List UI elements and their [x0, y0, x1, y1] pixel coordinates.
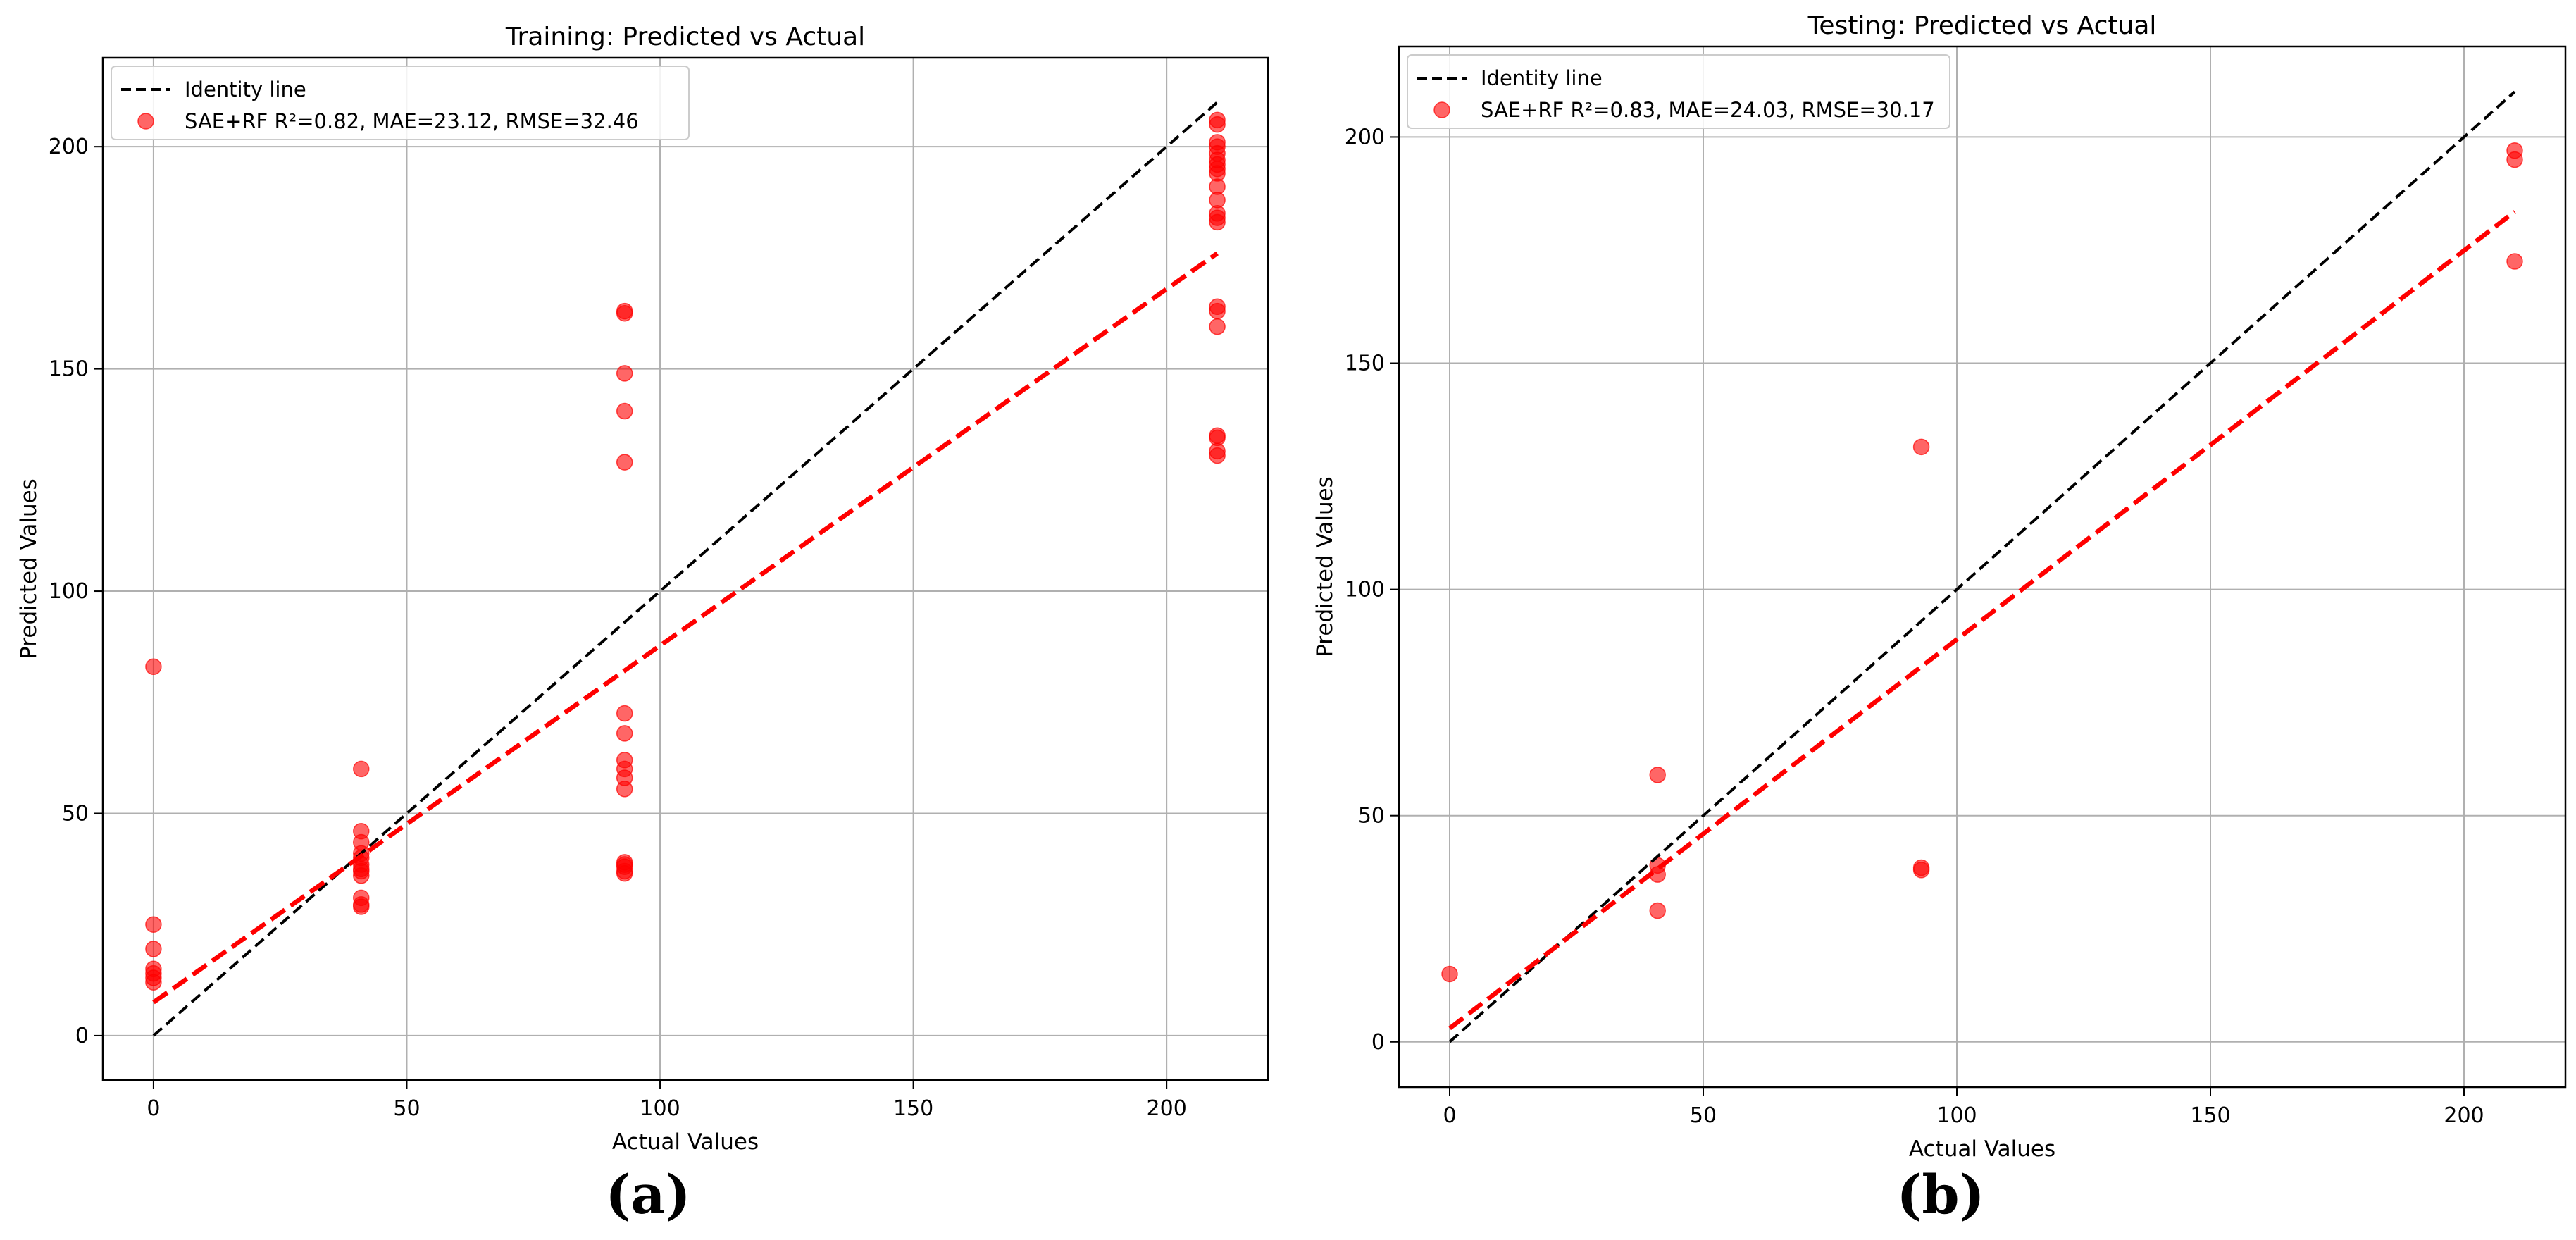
fit-line — [152, 251, 1219, 1005]
x-tick-label: 0 — [1443, 1103, 1456, 1128]
x-axis-label: Actual Values — [612, 1129, 759, 1155]
data-point — [616, 402, 633, 420]
data-point — [616, 305, 633, 322]
data-point — [353, 867, 370, 884]
data-point — [1912, 862, 1930, 879]
panel-label-b: (b) — [1896, 1163, 1984, 1226]
x-tick-label: 0 — [147, 1096, 160, 1121]
plot-frame — [1398, 45, 2567, 1089]
plot-frame — [101, 56, 1269, 1081]
data-point — [2506, 253, 2523, 270]
data-point — [616, 454, 633, 471]
plot-area — [145, 101, 1226, 1037]
data-point — [145, 916, 162, 933]
x-tick-label: 200 — [1147, 1096, 1187, 1121]
legend-series-swatch — [137, 113, 154, 130]
x-tick-label: 150 — [2190, 1103, 2230, 1128]
x-tick-label: 200 — [2444, 1103, 2484, 1128]
training-chart: 0 50 100 150 200 0 50 100 150 200 Training: Predic… — [16, 23, 1269, 1155]
data-point — [1209, 213, 1226, 231]
chart-title: Testing: Predicted vs Actual — [1807, 11, 2157, 40]
y-tick-label: 0 — [75, 1024, 89, 1048]
data-point — [353, 760, 370, 778]
y-tick-label: 150 — [49, 357, 89, 382]
x-tick-label: 50 — [393, 1096, 420, 1121]
y-tick-label: 150 — [1345, 352, 1385, 376]
data-point — [2506, 151, 2523, 168]
data-point — [353, 898, 370, 915]
testing-chart: 0 50 100 150 200 0 50 100 150 200 Testing: Predict… — [1312, 11, 2567, 1162]
legend-series-label: SAE+RF R²=0.83, MAE=24.03, RMSE=30.17 — [1481, 98, 1935, 122]
data-point — [1209, 318, 1226, 335]
y-tick-label: 0 — [1371, 1030, 1385, 1055]
data-point — [145, 658, 162, 676]
chart-title: Training: Predicted vs Actual — [505, 23, 865, 51]
y-tick-label: 100 — [1345, 578, 1385, 602]
legend: Identity line SAE+RF R²=0.83, MAE=24.03, … — [1407, 54, 1950, 129]
legend-identity-label: Identity line — [1481, 66, 1603, 90]
identity-line — [1448, 90, 2516, 1043]
data-point — [616, 705, 633, 722]
data-point — [616, 365, 633, 382]
data-point — [1649, 902, 1666, 919]
legend: Identity line SAE+RF R²=0.82, MAE=23.12, … — [111, 66, 690, 140]
legend-identity-label: Identity line — [185, 78, 306, 101]
data-point — [616, 725, 633, 742]
y-tick-label: 50 — [1358, 804, 1385, 829]
data-point — [616, 864, 633, 882]
legend-series-swatch — [1433, 101, 1450, 118]
identity-line — [152, 101, 1219, 1037]
y-tick-label: 200 — [1345, 125, 1385, 149]
data-point — [1209, 447, 1226, 464]
y-tick-label: 100 — [49, 579, 89, 604]
y-axis-label: Predicted Values — [1312, 476, 1338, 657]
y-tick-label: 50 — [62, 801, 89, 826]
x-tick-label: 100 — [1936, 1103, 1977, 1128]
panel-label-a: (a) — [605, 1163, 690, 1226]
x-tick-label: 100 — [640, 1096, 680, 1121]
data-point — [145, 941, 162, 957]
data-point — [616, 781, 633, 798]
y-tick-label: 200 — [49, 135, 89, 159]
x-axis-label: Actual Values — [1909, 1136, 2055, 1162]
data-point — [1209, 156, 1226, 173]
data-point — [1209, 116, 1226, 133]
data-point — [1441, 965, 1458, 983]
y-axis-label: Predicted Values — [16, 478, 42, 659]
x-tick-label: 150 — [893, 1096, 933, 1121]
data-point — [1209, 302, 1226, 320]
fit-line — [1448, 209, 2516, 1031]
legend-series-label: SAE+RF R²=0.82, MAE=23.12, RMSE=32.46 — [185, 109, 639, 133]
plot-area — [1441, 90, 2523, 1043]
data-point — [1912, 438, 1930, 456]
x-tick-label: 50 — [1690, 1103, 1717, 1128]
data-point — [1649, 767, 1666, 783]
data-point — [145, 974, 162, 991]
